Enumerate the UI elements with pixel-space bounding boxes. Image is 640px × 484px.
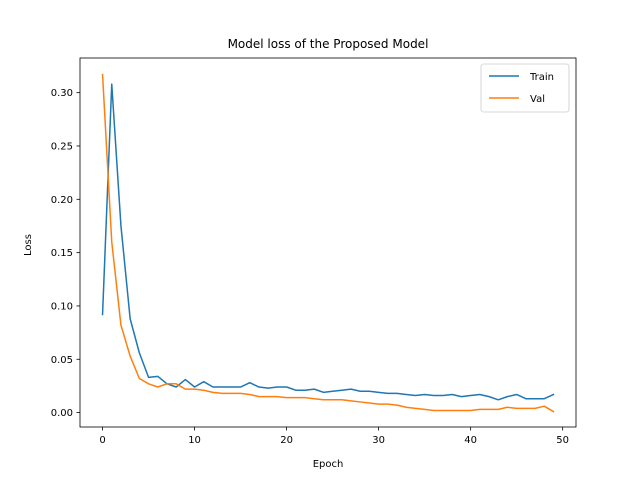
chart-title: Model loss of the Proposed Model [228, 37, 429, 51]
x-tick-label: 30 [372, 435, 385, 446]
y-tick-label: 0.15 [51, 248, 73, 259]
x-tick-label: 40 [464, 435, 477, 446]
x-tick-label: 0 [99, 435, 105, 446]
y-tick-label: 0.10 [51, 301, 73, 312]
series-line-train [101, 83, 555, 401]
x-tick-label: 10 [188, 435, 201, 446]
y-tick-label: 0.05 [51, 355, 73, 366]
y-tick-label: 0.00 [51, 408, 73, 419]
series-line-val [101, 73, 555, 413]
y-tick-label: 0.30 [51, 88, 73, 99]
axes-frame [79, 57, 577, 428]
y-tick-label: 0.20 [51, 195, 73, 206]
y-tick-label: 0.25 [51, 141, 73, 152]
x-tick-label: 50 [556, 435, 569, 446]
y-axis-label: Loss [23, 234, 34, 256]
plot-area: 0 10 20 30 40 50 0.00 0.05 0.10 0.15 0.20 0.25 0.30 [51, 57, 577, 446]
legend-label-val: Val [530, 94, 545, 105]
legend-label-train: Train [529, 72, 554, 83]
x-axis-label: Epoch [313, 459, 344, 470]
x-tick-label: 20 [280, 435, 293, 446]
legend: Train Val [480, 63, 570, 113]
legend-box [480, 63, 570, 113]
